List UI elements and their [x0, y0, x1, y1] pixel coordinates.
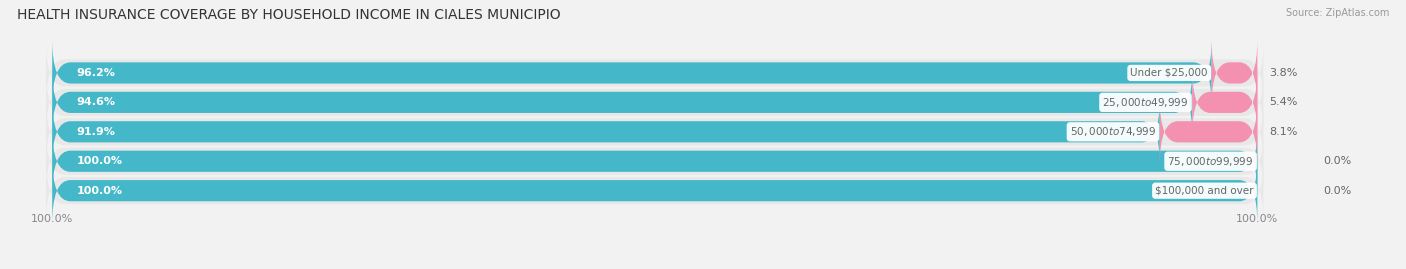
Text: 5.4%: 5.4% — [1270, 97, 1298, 107]
Text: 91.9%: 91.9% — [76, 127, 115, 137]
FancyBboxPatch shape — [52, 69, 1192, 136]
Text: 3.8%: 3.8% — [1270, 68, 1298, 78]
Text: 100.0%: 100.0% — [76, 186, 122, 196]
Legend: With Coverage, Without Coverage: With Coverage, Without Coverage — [494, 266, 723, 269]
Text: 0.0%: 0.0% — [1323, 186, 1353, 196]
Text: Under $25,000: Under $25,000 — [1130, 68, 1208, 78]
FancyBboxPatch shape — [52, 98, 1160, 165]
Text: 0.0%: 0.0% — [1323, 156, 1353, 166]
Text: $75,000 to $99,999: $75,000 to $99,999 — [1167, 155, 1254, 168]
Text: 8.1%: 8.1% — [1270, 127, 1298, 137]
Text: HEALTH INSURANCE COVERAGE BY HOUSEHOLD INCOME IN CIALES MUNICIPIO: HEALTH INSURANCE COVERAGE BY HOUSEHOLD I… — [17, 8, 561, 22]
Text: $50,000 to $74,999: $50,000 to $74,999 — [1070, 125, 1156, 138]
FancyBboxPatch shape — [46, 131, 1264, 192]
Text: 96.2%: 96.2% — [76, 68, 115, 78]
FancyBboxPatch shape — [52, 39, 1212, 107]
FancyBboxPatch shape — [1160, 98, 1257, 165]
FancyBboxPatch shape — [1192, 69, 1257, 136]
Text: 100.0%: 100.0% — [76, 156, 122, 166]
Text: 94.6%: 94.6% — [76, 97, 115, 107]
FancyBboxPatch shape — [46, 160, 1264, 221]
FancyBboxPatch shape — [52, 128, 1257, 195]
FancyBboxPatch shape — [1212, 39, 1257, 107]
FancyBboxPatch shape — [46, 101, 1264, 162]
Text: $25,000 to $49,999: $25,000 to $49,999 — [1102, 96, 1188, 109]
FancyBboxPatch shape — [46, 72, 1264, 133]
Text: Source: ZipAtlas.com: Source: ZipAtlas.com — [1285, 8, 1389, 18]
Text: $100,000 and over: $100,000 and over — [1156, 186, 1254, 196]
FancyBboxPatch shape — [46, 42, 1264, 104]
FancyBboxPatch shape — [52, 157, 1257, 224]
